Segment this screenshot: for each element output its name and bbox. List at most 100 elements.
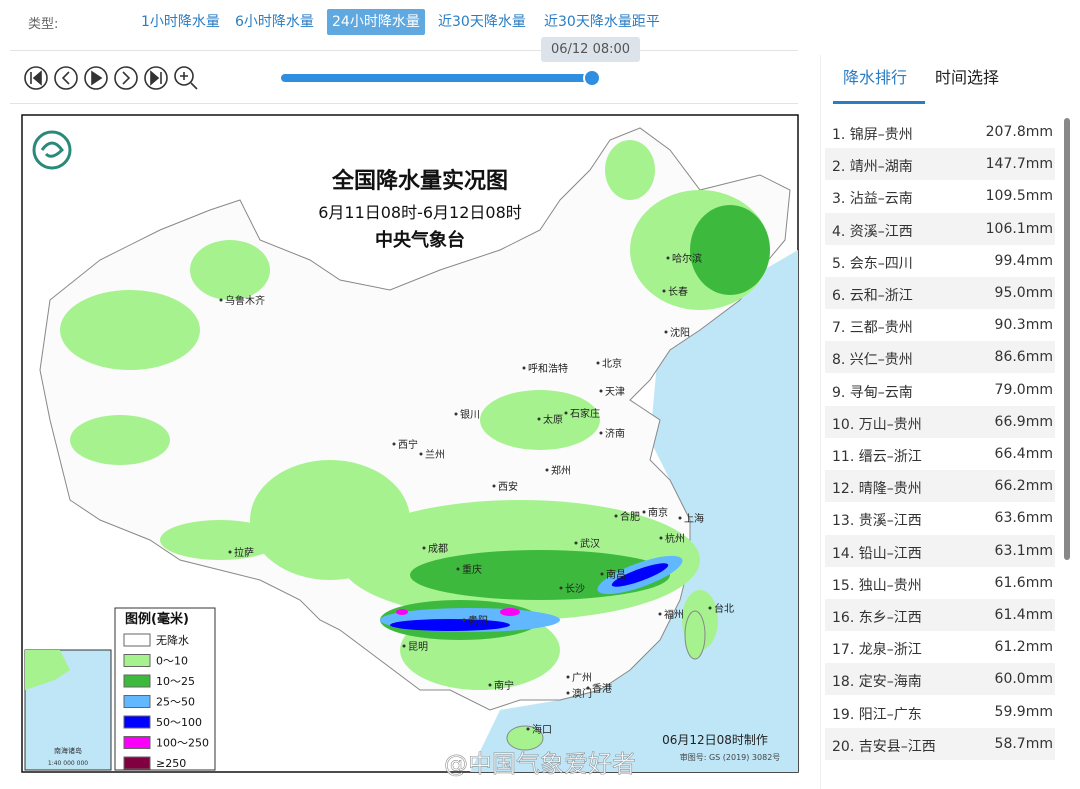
panel-tab[interactable]: 时间选择 xyxy=(935,68,1000,87)
city-dot xyxy=(600,572,604,576)
city-dot xyxy=(219,298,223,302)
next-button[interactable] xyxy=(114,66,138,90)
scrollbar[interactable] xyxy=(1064,118,1070,560)
divider xyxy=(10,103,798,104)
station: 6. 云和–浙江 xyxy=(832,288,913,304)
city-label: 广州 xyxy=(572,672,592,684)
ranking-row[interactable]: 7. 三都–贵州 90.3mm xyxy=(825,309,1055,341)
ranking-row[interactable]: 12. 晴隆–贵州 66.2mm xyxy=(825,470,1055,503)
amount: 86.6mm xyxy=(994,349,1053,366)
city-dot xyxy=(564,411,568,415)
ranking-row[interactable]: 13. 贵溪–江西 63.6mm xyxy=(825,502,1055,534)
ranking-row[interactable]: 4. 资溪–江西 106.1mm xyxy=(825,212,1055,245)
approval-no: 审图号: GS (2019) 3082号 xyxy=(680,752,781,762)
city-label: 南宁 xyxy=(494,679,514,692)
station: 10. 万山–贵州 xyxy=(832,416,922,433)
city-label: 兰州 xyxy=(425,448,445,461)
city-label: 贵阳 xyxy=(468,614,488,627)
city-dot xyxy=(658,612,662,616)
station: 15. 独山–贵州 xyxy=(832,577,922,594)
type-tab[interactable]: 24小时降水量 xyxy=(327,9,425,35)
panel-tab[interactable]: 降水排行 xyxy=(843,68,908,87)
ranking-row[interactable]: 17. 龙泉–浙江 61.2mm xyxy=(825,631,1055,663)
ranking-row[interactable]: 10. 万山–贵州 66.9mm xyxy=(825,405,1055,438)
city-label: 天津 xyxy=(605,386,625,398)
amount: 58.7mm xyxy=(994,735,1053,752)
city-dot xyxy=(678,516,682,520)
city-dot xyxy=(492,484,496,488)
type-tab[interactable]: 近30天降水量距平 xyxy=(544,14,660,30)
station: 16. 东乡–江西 xyxy=(832,610,922,626)
city-label: 杭州 xyxy=(665,532,685,545)
city-dot xyxy=(526,727,530,731)
city-label: 海口 xyxy=(532,723,552,736)
city-dot xyxy=(599,389,603,393)
map-issuer: 中央气象台 xyxy=(375,229,465,251)
ranking-row[interactable]: 14. 铅山–江西 63.1mm xyxy=(825,534,1055,567)
divider xyxy=(10,50,798,51)
station: 7. 三都–贵州 xyxy=(832,320,913,337)
ranking-row[interactable]: 9. 寻甸–云南 79.0mm xyxy=(825,374,1055,406)
city-dot xyxy=(574,541,578,545)
station: 18. 定安–海南 xyxy=(832,674,922,691)
city-label: 呼和浩特 xyxy=(528,363,568,375)
prev-button[interactable] xyxy=(54,66,78,90)
time-tooltip: 06/12 08:00 xyxy=(541,37,640,62)
ranking-row[interactable]: 5. 会东–四川 99.4mm xyxy=(825,245,1055,277)
city-label: 南京 xyxy=(648,506,668,519)
ranking-row[interactable]: 19. 阳江–广东 59.9mm xyxy=(825,696,1055,728)
city-label: 成都 xyxy=(428,543,448,555)
timeline-thumb[interactable] xyxy=(583,69,601,87)
type-tab[interactable]: 6小时降水量 xyxy=(235,14,314,30)
city-label: 北京 xyxy=(602,357,622,370)
city-dot xyxy=(522,366,526,370)
city-label: 济南 xyxy=(605,427,625,440)
city-dot xyxy=(392,442,396,446)
ranking-row[interactable]: 8. 兴仁–贵州 86.6mm xyxy=(825,341,1055,374)
city-dot xyxy=(545,468,549,472)
city-dot xyxy=(419,452,423,456)
city-dot xyxy=(662,289,666,293)
city-label: 石家庄 xyxy=(570,407,600,420)
legend-title: 图例(毫米) xyxy=(125,611,189,627)
first-button[interactable] xyxy=(24,66,48,90)
sea xyxy=(470,250,798,772)
ranking-row[interactable]: 16. 东乡–江西 61.4mm xyxy=(825,599,1055,631)
ranking-row[interactable]: 3. 沾益–云南 109.5mm xyxy=(825,180,1055,212)
zoom-button[interactable] xyxy=(174,66,198,90)
tab-underline xyxy=(833,101,925,104)
ranking-row[interactable]: 2. 靖州–湖南 147.7mm xyxy=(825,148,1055,181)
station: 9. 寻甸–云南 xyxy=(832,384,913,401)
ranking-row[interactable]: 6. 云和–浙江 95.0mm xyxy=(825,277,1055,309)
play-button[interactable] xyxy=(84,66,108,90)
city-dot xyxy=(422,546,426,550)
station: 5. 会东–四川 xyxy=(832,255,913,272)
ranking-row[interactable]: 11. 缙云–浙江 66.4mm xyxy=(825,438,1055,470)
legend-label: 无降水 xyxy=(156,633,189,647)
amount: 66.4mm xyxy=(994,446,1053,462)
type-tab[interactable]: 近30天降水量 xyxy=(438,14,526,30)
last-button[interactable] xyxy=(144,66,168,90)
ranking-row[interactable]: 18. 定安–海南 60.0mm xyxy=(825,663,1055,696)
amount: 61.2mm xyxy=(994,639,1053,656)
watermark: @中国气象爱好者 xyxy=(444,750,636,778)
side-panel xyxy=(820,55,1077,789)
legend-swatch xyxy=(123,674,151,688)
city-dot xyxy=(566,675,570,679)
city-dot xyxy=(664,330,668,334)
city-dot xyxy=(614,514,618,518)
ranking-row[interactable]: 15. 独山–贵州 61.6mm xyxy=(825,567,1055,599)
ranking-row[interactable]: 1. 锦屏–贵州 207.8mm xyxy=(825,116,1055,148)
city-label: 银川 xyxy=(460,408,480,421)
city-label: 香港 xyxy=(592,683,612,695)
ranking-row[interactable]: 20. 吉安县–江西 58.7mm xyxy=(825,727,1055,760)
city-label: 重庆 xyxy=(462,563,482,576)
type-tab[interactable]: 1小时降水量 xyxy=(141,14,220,30)
logo-mark xyxy=(40,141,64,158)
amount: 106.1mm xyxy=(985,220,1053,237)
inset-scale: 1:40 000 000 xyxy=(48,760,88,767)
city-dot xyxy=(228,550,232,554)
map-subtitle: 6月11日08时-6月12日08时 xyxy=(318,203,522,222)
city-dot xyxy=(596,361,600,365)
